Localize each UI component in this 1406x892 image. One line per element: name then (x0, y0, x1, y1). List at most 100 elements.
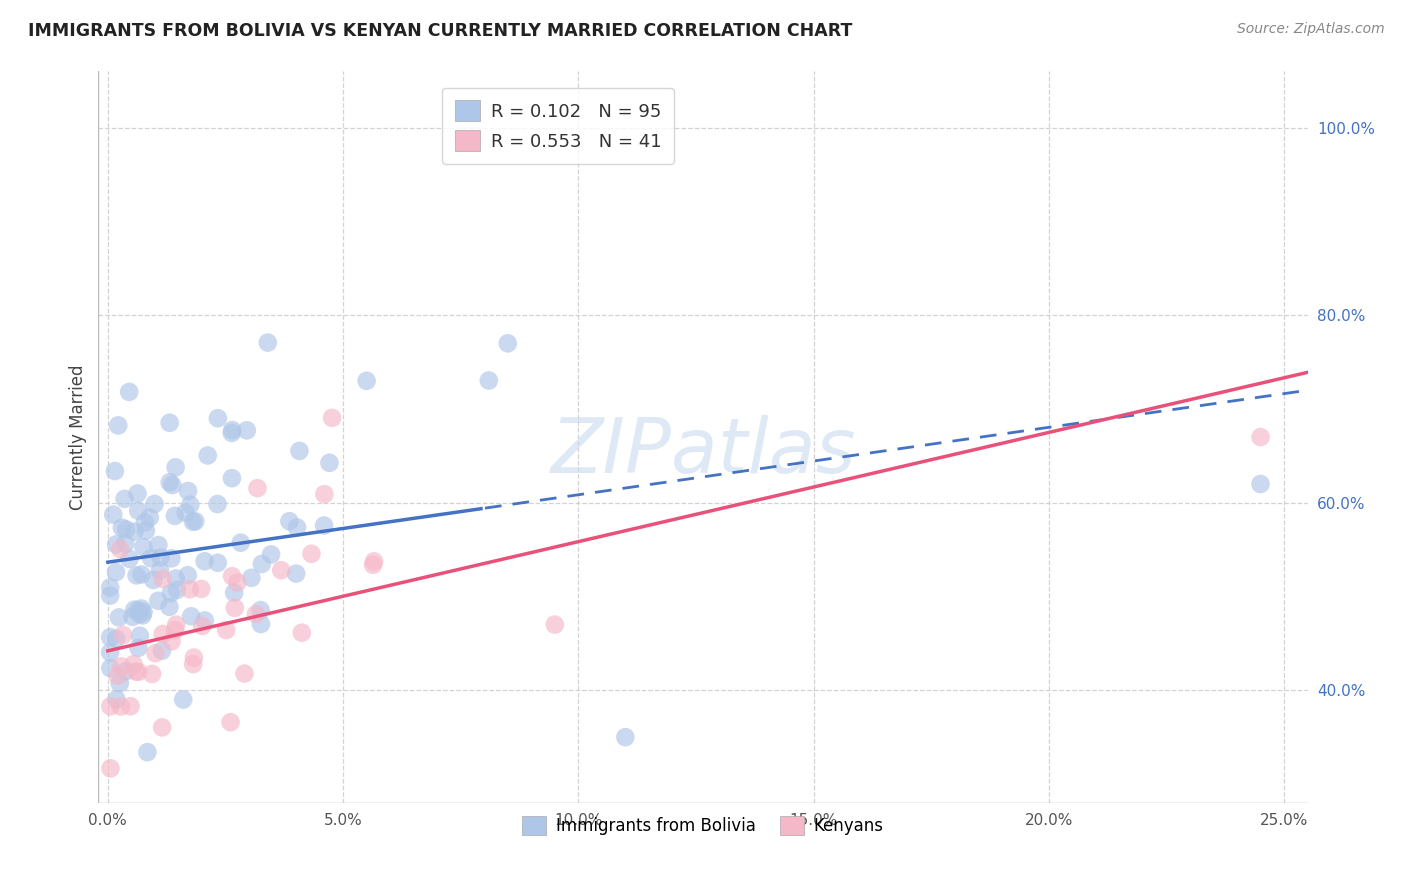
Point (321, 410, 343, 425)
Point (314, 487, 336, 501)
Point (105, 692, 128, 706)
Point (134, 516, 156, 530)
Point (181, 515, 204, 529)
Point (149, 550, 172, 565)
Point (614, 730, 637, 744)
Point (122, 657, 145, 672)
Point (114, 491, 136, 506)
Point (104, 565, 127, 579)
Point (184, 514, 207, 528)
Point (179, 582, 201, 597)
Point (246, 481, 269, 495)
Point (236, 423, 259, 437)
Point (179, 498, 201, 512)
Point (356, 374, 378, 388)
Point (105, 632, 128, 646)
Point (166, 582, 188, 597)
Point (181, 657, 204, 671)
Point (165, 617, 187, 632)
Point (135, 524, 157, 538)
Point (160, 634, 183, 648)
Point (103, 508, 125, 522)
Point (124, 524, 146, 539)
Point (291, 625, 314, 640)
Point (98, 581, 121, 595)
Point (98, 630, 121, 644)
Point (250, 617, 273, 632)
Point (207, 556, 229, 570)
Point (224, 600, 246, 615)
Point (496, 336, 519, 351)
Point (128, 607, 150, 622)
Point (314, 518, 336, 533)
Point (118, 384, 141, 399)
Point (152, 572, 174, 586)
Point (285, 566, 308, 581)
Point (363, 554, 385, 568)
Point (136, 745, 159, 759)
Point (159, 586, 181, 600)
Point (125, 665, 148, 679)
Point (221, 425, 243, 440)
Point (270, 563, 292, 577)
Point (288, 443, 311, 458)
Point (544, 617, 567, 632)
Point (197, 449, 219, 463)
Point (127, 603, 149, 617)
Point (318, 456, 340, 470)
Point (148, 594, 170, 608)
Point (278, 514, 301, 528)
Point (163, 508, 186, 523)
Point (139, 510, 162, 524)
Point (215, 623, 238, 637)
Point (131, 608, 153, 623)
Point (301, 547, 323, 561)
Point (131, 567, 153, 582)
Point (98, 661, 121, 675)
Point (143, 497, 166, 511)
Point (361, 558, 384, 572)
Point (110, 659, 132, 673)
Point (207, 411, 229, 425)
Point (1250, 477, 1272, 491)
Point (107, 669, 129, 683)
Point (221, 423, 243, 437)
Point (132, 605, 155, 619)
Point (165, 571, 187, 585)
Point (145, 646, 167, 660)
Point (108, 676, 131, 690)
Point (141, 666, 163, 681)
Point (98, 645, 121, 659)
Point (221, 569, 243, 583)
Point (229, 535, 252, 549)
Point (131, 601, 153, 615)
Point (108, 541, 131, 556)
Point (183, 650, 205, 665)
Point (110, 699, 132, 714)
Point (125, 568, 148, 582)
Point (240, 571, 263, 585)
Point (162, 478, 184, 492)
Point (233, 666, 256, 681)
Point (148, 538, 170, 552)
Point (127, 640, 149, 655)
Point (226, 575, 249, 590)
Point (114, 536, 136, 550)
Point (98, 699, 121, 714)
Y-axis label: Currently Married: Currently Married (69, 364, 87, 510)
Point (163, 623, 186, 637)
Point (194, 554, 217, 568)
Point (180, 609, 202, 624)
Point (245, 607, 267, 622)
Point (174, 506, 197, 520)
Point (111, 628, 134, 642)
Point (127, 665, 149, 679)
Point (105, 537, 128, 551)
Point (150, 643, 173, 657)
Point (190, 582, 212, 596)
Point (107, 418, 129, 433)
Text: IMMIGRANTS FROM BOLIVIA VS KENYAN CURRENTLY MARRIED CORRELATION CHART: IMMIGRANTS FROM BOLIVIA VS KENYAN CURREN… (28, 22, 852, 40)
Point (115, 665, 138, 679)
Point (249, 603, 271, 617)
Point (127, 504, 149, 518)
